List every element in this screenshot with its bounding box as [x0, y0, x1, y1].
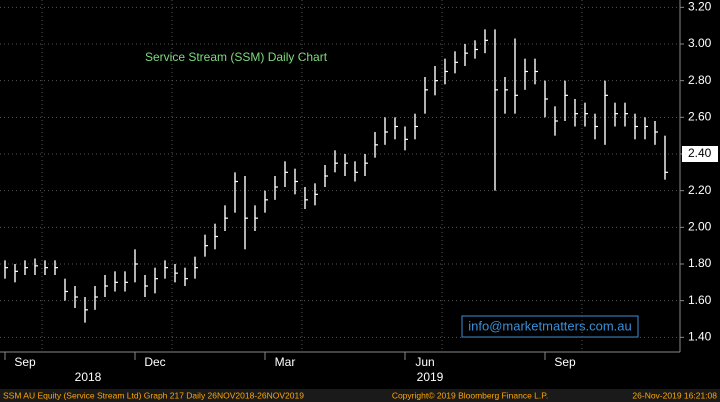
- x-tick-label: Sep: [14, 355, 36, 369]
- chart-title: Service Stream (SSM) Daily Chart: [145, 50, 328, 64]
- last-price-label: 2.40: [688, 146, 712, 160]
- footer-left: SSM AU Equity (Service Stream Ltd) Graph…: [3, 390, 304, 400]
- footer-right: 26-Nov-2019 16:21:08: [632, 390, 717, 400]
- x-tick-label: Jun: [415, 355, 434, 369]
- y-tick-label: 1.60: [688, 293, 712, 307]
- year-label: 2018: [75, 370, 102, 384]
- footer-bar: [0, 389, 720, 402]
- x-tick-label: Mar: [275, 355, 296, 369]
- x-tick-label: Sep: [554, 355, 576, 369]
- y-tick-label: 2.60: [688, 110, 712, 124]
- x-tick-label: Dec: [144, 355, 165, 369]
- y-tick-label: 3.20: [688, 0, 712, 14]
- y-tick-label: 3.00: [688, 36, 712, 50]
- watermark-box: [461, 315, 639, 338]
- y-tick-label: 2.00: [688, 220, 712, 234]
- y-tick-label: 2.20: [688, 183, 712, 197]
- y-tick-label: 1.80: [688, 256, 712, 270]
- footer-center: Copyright© 2019 Bloomberg Finance L.P.: [392, 390, 548, 400]
- last-price-box: [682, 146, 718, 162]
- y-tick-label: 1.40: [688, 330, 712, 344]
- watermark: info@marketmatters.com.au: [468, 318, 631, 333]
- year-label: 2019: [417, 370, 444, 384]
- y-tick-label: 2.80: [688, 73, 712, 87]
